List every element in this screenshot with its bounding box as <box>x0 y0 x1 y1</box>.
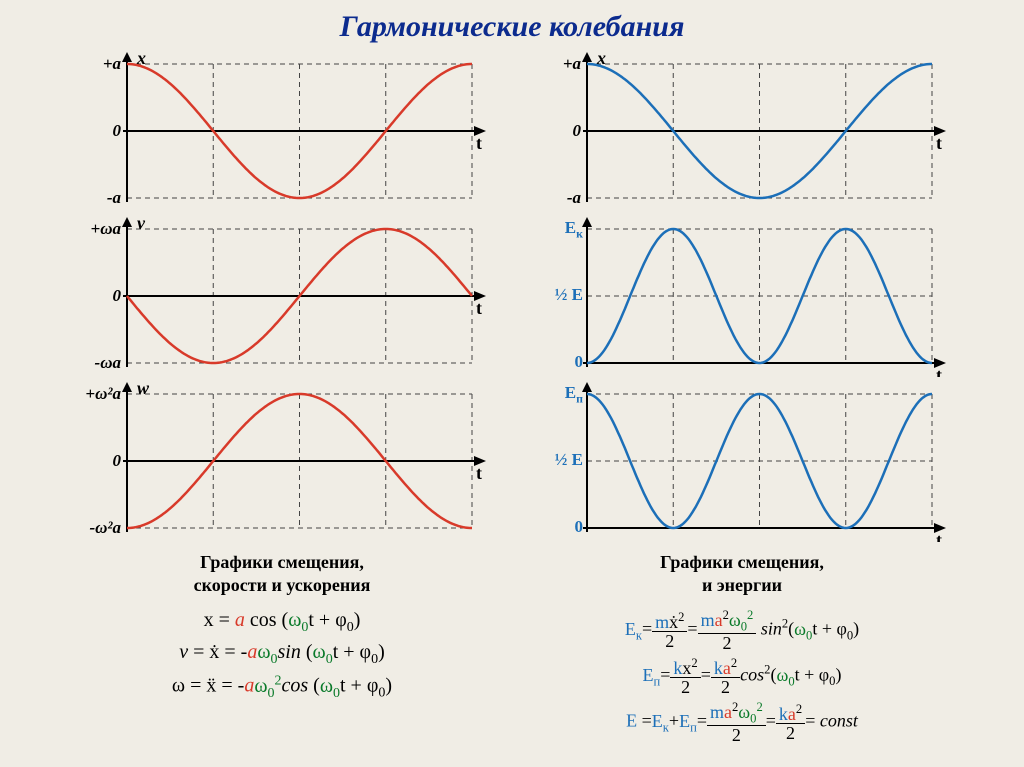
svg-text:+a: +a <box>103 54 122 73</box>
left-column: xt+a0-avt+ωa0-ωawt+ω²a0-ω²a Графики смещ… <box>72 52 492 749</box>
chart-wrap: v t +ωa 0 -ωa <box>72 217 492 382</box>
svg-text:-ωa: -ωa <box>95 353 122 372</box>
svg-text:+ω²a: +ω²a <box>85 384 121 403</box>
chart-columns: xt+a0-avt+ωa0-ωawt+ω²a0-ω²a Графики смещ… <box>10 52 1014 749</box>
svg-text:+ωa: +ωa <box>91 219 122 238</box>
chart-wrap: xt+a0-a <box>532 52 952 217</box>
formula: ω = ẍ = -aω02cos (ω0t + φ0) <box>72 673 492 702</box>
svg-text:t: t <box>476 298 482 318</box>
svg-text:0: 0 <box>113 121 122 140</box>
svg-text:-a: -a <box>567 188 582 207</box>
right-caption: Графики смещения,и энергии <box>532 551 952 596</box>
chart: xt+a0-a <box>72 52 492 212</box>
left-formulas: x = a cos (ω0t + φ0) v = ẋ = -aω0sin (ω0t… <box>72 604 492 707</box>
svg-text:-ω²a: -ω²a <box>89 518 121 537</box>
chart-wrap: xt+a0-a <box>72 52 492 217</box>
formula: x = a cos (ω0t + φ0) <box>72 609 492 636</box>
chart: tEп½ E0 <box>532 382 952 542</box>
formula: v = ẋ = -aω0sin (ω0t + φ0) <box>72 641 492 668</box>
left-caption: Графики смещения,скорости и ускорения <box>72 551 492 596</box>
svg-text:t: t <box>936 530 942 542</box>
chart-wrap: w t +ω²a 0 -ω²a <box>72 382 492 547</box>
svg-text:t: t <box>476 133 482 153</box>
svg-text:t: t <box>936 365 942 377</box>
chart: xt+a0-a <box>532 52 952 212</box>
svg-text:-a: -a <box>107 188 122 207</box>
svg-text:w: w <box>137 382 150 398</box>
formula: E =Eк+Eп=ma2ω022=ka22= const <box>532 701 952 744</box>
svg-text:t: t <box>476 463 482 483</box>
chart: w t +ω²a 0 -ω²a <box>72 382 492 542</box>
chart: tEк½ E0 <box>532 217 952 377</box>
chart-wrap: tEп½ E0 <box>532 382 952 547</box>
svg-text:0: 0 <box>573 121 582 140</box>
svg-text:0: 0 <box>113 451 122 470</box>
page-title: Гармонические колебания <box>10 10 1014 44</box>
svg-text:+a: +a <box>563 54 582 73</box>
chart: v t +ωa 0 -ωa <box>72 217 492 377</box>
chart-wrap: tEк½ E0 <box>532 217 952 382</box>
right-column: xt+a0-atEк½ E0tEп½ E0 Графики смещения,и… <box>532 52 952 749</box>
svg-text:v: v <box>137 217 146 233</box>
svg-text:t: t <box>936 133 942 153</box>
svg-text:0: 0 <box>113 286 122 305</box>
formula: Eп=kx22=ka22cos2(ω0t + φ0) <box>532 657 952 696</box>
right-formulas: Eк=mẋ22=ma2ω022 sin2(ω0t + φ0) Eп=kx22=ka… <box>532 604 952 749</box>
formula: Eк=mẋ22=ma2ω022 sin2(ω0t + φ0) <box>532 609 952 652</box>
